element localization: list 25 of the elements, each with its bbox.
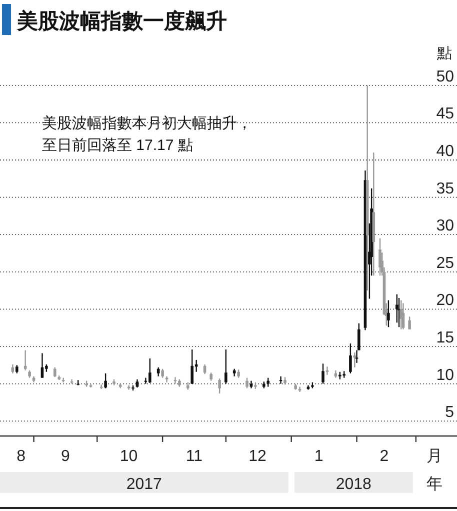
y-tick-label: 5 <box>445 404 454 422</box>
y-tick-label: 45 <box>436 106 454 123</box>
x-tick-label: 2 <box>380 448 389 465</box>
x-tick-label: 8 <box>16 448 26 465</box>
x-axis-title: 月 <box>426 448 442 465</box>
chart-title: 美股波幅指數一度飆升 <box>16 9 227 33</box>
y-tick-label: 25 <box>436 254 454 272</box>
y-tick-label: 35 <box>436 180 454 198</box>
y-tick-label: 50 <box>436 68 454 86</box>
x-tick-label: 1 <box>314 448 324 465</box>
annotation: 美股波幅指數本月初大幅抽升， <box>42 115 252 132</box>
y-axis-title: 點 <box>436 45 452 62</box>
y-tick-label: 10 <box>436 366 454 384</box>
y-tick-label: 30 <box>436 218 454 235</box>
annotation: 至日前回落至 17.17 點 <box>42 137 193 154</box>
x-tick-label: 12 <box>248 448 267 465</box>
y-tick-label: 20 <box>436 292 454 310</box>
x-tick-label: 11 <box>186 448 203 465</box>
x-tick-label: 9 <box>60 448 70 465</box>
text: 2017 <box>126 476 162 493</box>
y-tick-label: 40 <box>436 142 454 160</box>
text: 年 <box>426 476 442 493</box>
x-tick-label: 10 <box>120 448 138 465</box>
y-tick-label: 15 <box>436 329 454 346</box>
text: 2018 <box>336 476 372 493</box>
